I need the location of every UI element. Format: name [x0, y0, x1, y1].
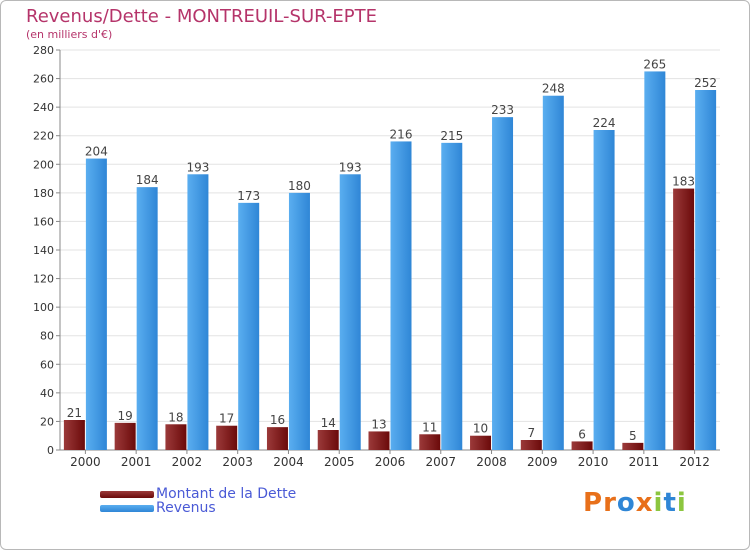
data-label-dette: 11	[422, 420, 437, 434]
y-tick-label: 0	[47, 444, 54, 457]
x-tick-label: 2006	[375, 455, 406, 469]
data-label-revenus: 193	[186, 160, 209, 174]
x-tick-label: 2011	[629, 455, 660, 469]
bar-dette	[317, 430, 339, 450]
data-label-revenus: 216	[390, 127, 413, 141]
legend-item-dette: Montant de la Dette	[100, 486, 297, 502]
data-label-revenus: 173	[237, 189, 260, 203]
bar-revenus	[136, 187, 158, 450]
data-label-dette: 19	[118, 409, 133, 423]
x-tick-label: 2000	[70, 455, 101, 469]
data-label-revenus: 224	[593, 116, 616, 130]
bar-dette	[419, 434, 441, 450]
bar-revenus	[390, 141, 412, 450]
data-label-revenus: 248	[542, 82, 565, 96]
bar-revenus	[644, 71, 666, 450]
data-label-dette: 17	[219, 412, 234, 426]
legend-swatch-revenus	[100, 504, 154, 512]
y-tick-label: 240	[33, 101, 54, 114]
data-label-dette: 18	[168, 410, 183, 424]
bar-revenus	[695, 90, 717, 450]
data-label-dette: 10	[473, 422, 488, 436]
x-tick-label: 2004	[273, 455, 304, 469]
data-label-dette: 21	[67, 406, 82, 420]
y-tick-label: 260	[33, 73, 54, 86]
x-tick-label: 2008	[476, 455, 507, 469]
data-label-dette: 5	[629, 429, 637, 443]
y-tick-label: 20	[40, 415, 54, 428]
data-label-revenus: 193	[339, 160, 362, 174]
y-tick-label: 200	[33, 158, 54, 171]
y-tick-label: 160	[33, 215, 54, 228]
bar-revenus	[441, 142, 463, 450]
data-label-revenus: 233	[491, 103, 514, 117]
bar-revenus	[85, 158, 107, 451]
y-tick-label: 100	[33, 301, 54, 314]
y-tick-label: 40	[40, 387, 54, 400]
data-label-revenus: 265	[643, 57, 666, 71]
bar-dette	[266, 427, 288, 450]
logo-letter: o	[616, 488, 636, 518]
data-label-dette: 13	[371, 417, 386, 431]
bar-dette	[520, 440, 542, 450]
y-tick-label: 280	[33, 44, 54, 57]
bar-revenus	[593, 130, 615, 450]
x-tick-label: 2012	[679, 455, 710, 469]
logo-letter: i	[653, 488, 664, 518]
data-label-revenus: 252	[694, 76, 717, 90]
logo-letter: P	[583, 488, 604, 518]
bar-revenus	[288, 192, 310, 450]
chart-title: Revenus/Dette - MONTREUIL-SUR-EPTE	[26, 6, 378, 27]
logo-letter: x	[635, 488, 654, 518]
data-label-dette: 14	[321, 416, 336, 430]
bar-dette	[216, 425, 238, 450]
x-tick-label: 2010	[578, 455, 609, 469]
y-tick-label: 80	[40, 330, 54, 343]
logo-letter: i	[676, 488, 687, 518]
y-tick-label: 60	[40, 358, 54, 371]
bar-dette	[470, 435, 492, 450]
proxiti-logo: Proxiti	[583, 488, 687, 518]
y-tick-label: 120	[33, 273, 54, 286]
data-label-revenus: 215	[440, 129, 463, 143]
y-tick-label: 180	[33, 187, 54, 200]
data-label-dette: 7	[527, 426, 535, 440]
bar-dette	[114, 422, 136, 450]
bar-revenus	[542, 95, 564, 450]
logo-letter: r	[603, 488, 617, 518]
bar-revenus	[187, 174, 209, 451]
legend-item-revenus: Revenus	[100, 500, 216, 516]
y-tick-label: 140	[33, 244, 54, 257]
legend-label-revenus: Revenus	[156, 500, 216, 516]
x-tick-label: 2001	[121, 455, 152, 469]
x-tick-label: 2007	[425, 455, 456, 469]
bar-dette	[165, 424, 187, 450]
bar-dette	[622, 442, 644, 450]
bar-dette	[368, 431, 390, 450]
x-tick-label: 2009	[527, 455, 558, 469]
data-label-revenus: 204	[85, 145, 108, 159]
data-label-dette: 6	[578, 427, 586, 441]
x-tick-label: 2003	[222, 455, 253, 469]
bar-dette	[673, 188, 695, 451]
bar-dette	[63, 420, 85, 450]
data-label-dette: 16	[270, 413, 285, 427]
y-tick-label: 220	[33, 130, 54, 143]
logo-letter: t	[663, 488, 677, 518]
data-label-revenus: 184	[136, 173, 159, 187]
x-tick-label: 2002	[172, 455, 203, 469]
bar-revenus	[339, 174, 361, 451]
chart-subtitle: (en milliers d'€)	[26, 28, 113, 41]
legend-label-dette: Montant de la Dette	[156, 486, 297, 502]
bar-revenus	[238, 202, 260, 450]
bar-dette	[571, 441, 593, 450]
data-label-dette: 183	[672, 175, 695, 189]
bar-revenus	[492, 117, 514, 451]
legend-swatch-dette	[100, 490, 154, 498]
x-tick-label: 2005	[324, 455, 355, 469]
data-label-revenus: 180	[288, 179, 311, 193]
